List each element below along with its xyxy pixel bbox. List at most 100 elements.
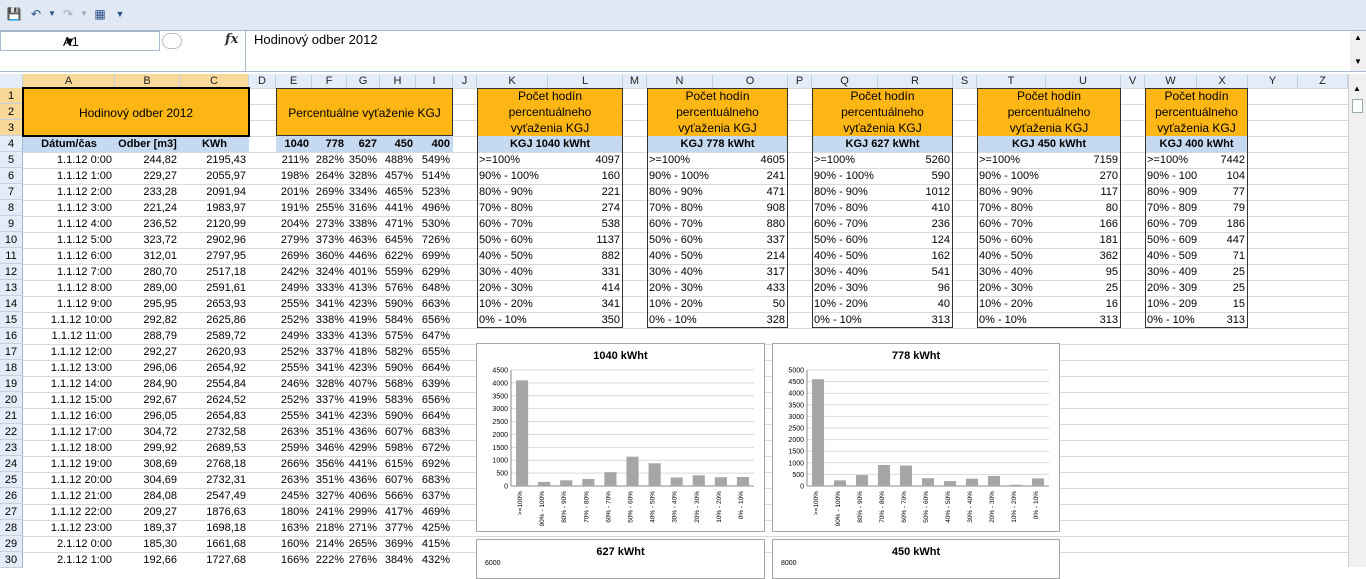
count-range[interactable]: 30% - 409 [1147,266,1197,278]
cell-pct[interactable]: 263% [280,426,309,438]
cell-datetime[interactable]: 1.1.12 5:00 [56,234,112,246]
cell-pct[interactable]: 222% [315,554,344,566]
cell-pct[interactable]: 568% [384,378,413,390]
cell-kwh[interactable]: 2902,96 [206,234,246,246]
cell-pct[interactable]: 576% [384,282,413,294]
cell-kwh[interactable]: 2091,94 [206,186,246,198]
cell-odber[interactable]: 280,70 [143,266,177,278]
cell-pct[interactable]: 269% [280,250,309,262]
count-value[interactable]: 538 [601,218,620,230]
column-header-S[interactable]: S [953,74,977,88]
count-value[interactable]: 1012 [925,186,950,198]
cell-pct[interactable]: 590% [384,362,413,374]
column-header-I[interactable]: I [416,74,453,88]
cell-pct[interactable]: 423% [348,362,377,374]
count-value[interactable]: 186 [1226,218,1245,230]
row-header-22[interactable]: 22 [0,424,23,440]
cell-odber[interactable]: 236,52 [143,218,177,230]
cell-odber[interactable]: 299,92 [143,442,177,454]
cell-odber[interactable]: 284,08 [143,490,177,502]
cell-datetime[interactable]: 1.1.12 18:00 [50,442,112,454]
cell-pct[interactable]: 418% [348,346,377,358]
cell-pct[interactable]: 316% [348,202,377,214]
cell-pct[interactable]: 683% [421,474,450,486]
cell-pct[interactable]: 246% [280,378,309,390]
cell-pct[interactable]: 338% [348,218,377,230]
cell-odber[interactable]: 296,05 [143,410,177,422]
cell-datetime[interactable]: 1.1.12 3:00 [56,202,112,214]
cell-pct[interactable]: 204% [280,218,309,230]
count-value[interactable]: 433 [766,282,785,294]
row-header-15[interactable]: 15 [0,312,23,328]
count-value[interactable]: 362 [1099,250,1118,262]
cell-pct[interactable]: 265% [348,538,377,550]
count-range[interactable]: 70% - 80% [649,202,703,214]
cell-kwh[interactable]: 2768,18 [206,458,246,470]
cell-datetime[interactable]: 1.1.12 1:00 [56,170,112,182]
save-icon[interactable]: 💾 [6,7,22,21]
cell-kwh[interactable]: 1876,63 [206,506,246,518]
row-header-12[interactable]: 12 [0,264,23,280]
count-value[interactable]: 236 [931,218,950,230]
count-range[interactable]: 90% - 100% [649,170,709,182]
formula-scrollbar[interactable]: ▲ ▼ [1350,31,1366,71]
scroll-up-icon[interactable]: ▲ [1353,84,1361,93]
cell-pct[interactable]: 514% [421,170,450,182]
count-value[interactable]: 95 [1105,266,1118,278]
cell-pct[interactable]: 406% [348,490,377,502]
cell-kwh[interactable]: 2120,99 [206,218,246,230]
count-range[interactable]: 40% - 50% [649,250,703,262]
name-box[interactable]: A1 ▼ [0,31,160,51]
count-value[interactable]: 447 [1226,234,1245,246]
cell-pct[interactable]: 648% [421,282,450,294]
cell-pct[interactable]: 384% [384,554,413,566]
count-range[interactable]: 80% - 90% [979,186,1033,198]
count-range[interactable]: 10% - 209 [1147,298,1197,310]
count-range[interactable]: 60% - 70% [479,218,533,230]
cell-datetime[interactable]: 1.1.12 15:00 [50,394,112,406]
cell-datetime[interactable]: 1.1.12 0:00 [56,154,112,166]
count-block-title[interactable]: Počet hodín percentuálneho vyťaženia KGJ [1145,88,1248,136]
cell-odber[interactable]: 209,27 [143,506,177,518]
cell-pct[interactable]: 373% [315,234,344,246]
cell-pct[interactable]: 583% [384,394,413,406]
cell-pct[interactable]: 559% [384,266,413,278]
count-range[interactable]: 20% - 30% [649,282,703,294]
count-range[interactable]: 0% - 10% [814,314,862,326]
column-header-Q[interactable]: Q [812,74,878,88]
cell-pct[interactable]: 279% [280,234,309,246]
cell-pct[interactable]: 566% [384,490,413,502]
cell-pct[interactable]: 615% [384,458,413,470]
cell-pct[interactable]: 664% [421,410,450,422]
column-header-C[interactable]: C [180,74,249,88]
cell-pct[interactable]: 415% [421,538,450,550]
cell-pct[interactable]: 337% [315,346,344,358]
cell-kwh[interactable]: 2055,97 [206,170,246,182]
cell-kwh[interactable]: 1727,68 [206,554,246,566]
cell-pct[interactable]: 328% [348,170,377,182]
row-header-5[interactable]: 5 [0,152,23,168]
count-range[interactable]: >=100% [479,154,520,166]
cell-odber[interactable]: 185,30 [143,538,177,550]
cell-pct[interactable]: 341% [315,362,344,374]
chart-1040[interactable]: 1040 kWht 0 500 1000 1500 2000 2500 3000 3500 40… [476,343,765,532]
column-header-N[interactable]: N [647,74,713,88]
count-range[interactable]: 20% - 30% [979,282,1033,294]
column-header-A[interactable]: A [23,74,115,88]
cell-pct[interactable]: 432% [421,554,450,566]
cell-pct[interactable]: 446% [348,250,377,262]
row-header-28[interactable]: 28 [0,520,23,536]
column-header-V[interactable]: V [1121,74,1145,88]
count-value[interactable]: 50 [772,298,785,310]
cell-pct[interactable]: 356% [315,458,344,470]
cell-datetime[interactable]: 1.1.12 8:00 [56,282,112,294]
count-value[interactable]: 40 [937,298,950,310]
row-header-29[interactable]: 29 [0,536,23,552]
formula-input[interactable]: Hodinový odber 2012 [254,32,378,47]
cell-datetime[interactable]: 1.1.12 6:00 [56,250,112,262]
cell-kwh[interactable]: 2589,72 [206,330,246,342]
function-icon[interactable]: fx [225,32,239,47]
cell-pct[interactable]: 672% [421,442,450,454]
cell-pct[interactable]: 419% [348,314,377,326]
count-value[interactable]: 270 [1099,170,1118,182]
